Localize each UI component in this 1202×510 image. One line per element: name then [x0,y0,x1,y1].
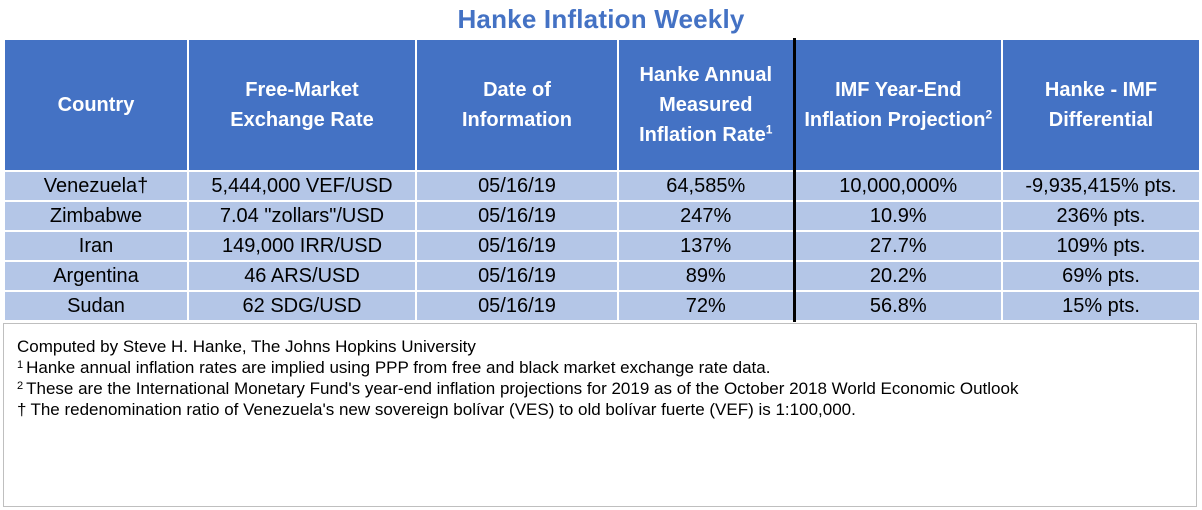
cell-exchange-rate: 5,444,000 VEF/USD [187,171,417,202]
cell-differential: 69% pts. [1001,261,1201,292]
cell-country: Venezuela† [3,171,189,202]
cell-hanke-rate: 137% [617,231,795,262]
inflation-table: Country Free-Market Exchange Rate Date o… [3,38,1201,322]
header-imf-projection: IMF Year-End Inflation Projection2 [792,38,1003,172]
table-row: Zimbabwe 7.04 "zollars"/USD 05/16/19 247… [3,201,1201,232]
footnote-1: 1 Hanke annual inflation rates are implie… [17,357,1183,378]
cell-differential: -9,935,415% pts. [1001,171,1201,202]
footnote-dagger-mark: † [17,400,27,419]
cell-country: Iran [3,231,189,262]
cell-differential: 15% pts. [1001,291,1201,322]
table-header-row: Country Free-Market Exchange Rate Date o… [3,38,1201,172]
header-country: Country [3,38,189,172]
cell-hanke-rate: 89% [617,261,795,292]
cell-exchange-rate: 7.04 "zollars"/USD [187,201,417,232]
table-row: Sudan 62 SDG/USD 05/16/19 72% 56.8% 15% … [3,291,1201,322]
footnote-2-mark: 2 [17,380,24,392]
cell-imf-projection: 27.7% [792,231,1003,262]
footnote-dagger: † The redenomination ratio of Venezuela's… [17,399,1183,420]
cell-country: Zimbabwe [3,201,189,232]
cell-date: 05/16/19 [415,171,619,202]
cell-imf-projection: 10.9% [792,201,1003,232]
table-row: Iran 149,000 IRR/USD 05/16/19 137% 27.7%… [3,231,1201,262]
cell-date: 05/16/19 [415,231,619,262]
footnote-2-text: These are the International Monetary Fun… [26,379,1019,398]
cell-hanke-rate: 72% [617,291,795,322]
footnote-1-text: Hanke annual inflation rates are implied… [26,358,771,377]
footnote-2-marker: 2 [985,107,993,122]
cell-hanke-rate: 64,585% [617,171,795,202]
cell-exchange-rate: 46 ARS/USD [187,261,417,292]
cell-date: 05/16/19 [415,261,619,292]
cell-differential: 236% pts. [1001,201,1201,232]
cell-differential: 109% pts. [1001,231,1201,262]
header-exchange-rate: Free-Market Exchange Rate [187,38,417,172]
footnote-2: 2 These are the International Monetary Fu… [17,378,1183,399]
table-row: Argentina 46 ARS/USD 05/16/19 89% 20.2% … [3,261,1201,292]
footnote-1-mark: 1 [17,359,24,371]
cell-date: 05/16/19 [415,291,619,322]
footnote-dagger-text: The redenomination ratio of Venezuela's … [30,400,856,419]
cell-country: Sudan [3,291,189,322]
header-date: Date of Information [415,38,619,172]
header-hanke-rate: Hanke Annual Measured Inflation Rate1 [617,38,795,172]
cell-imf-projection: 20.2% [792,261,1003,292]
footnotes-box: Computed by Steve H. Hanke, The Johns Ho… [3,323,1197,507]
cell-hanke-rate: 247% [617,201,795,232]
cell-exchange-rate: 62 SDG/USD [187,291,417,322]
inflation-table-container: Country Free-Market Exchange Rate Date o… [3,38,1201,322]
cell-date: 05/16/19 [415,201,619,232]
cell-imf-projection: 10,000,000% [792,171,1003,202]
page-title: Hanke Inflation Weekly [457,4,745,34]
table-row: Venezuela† 5,444,000 VEF/USD 05/16/19 64… [3,171,1201,202]
cell-country: Argentina [3,261,189,292]
cell-imf-projection: 56.8% [792,291,1003,322]
header-differential: Hanke - IMF Differential [1001,38,1201,172]
footnote-1-marker: 1 [765,122,773,137]
cell-exchange-rate: 149,000 IRR/USD [187,231,417,262]
computed-by-note: Computed by Steve H. Hanke, The Johns Ho… [17,337,476,356]
